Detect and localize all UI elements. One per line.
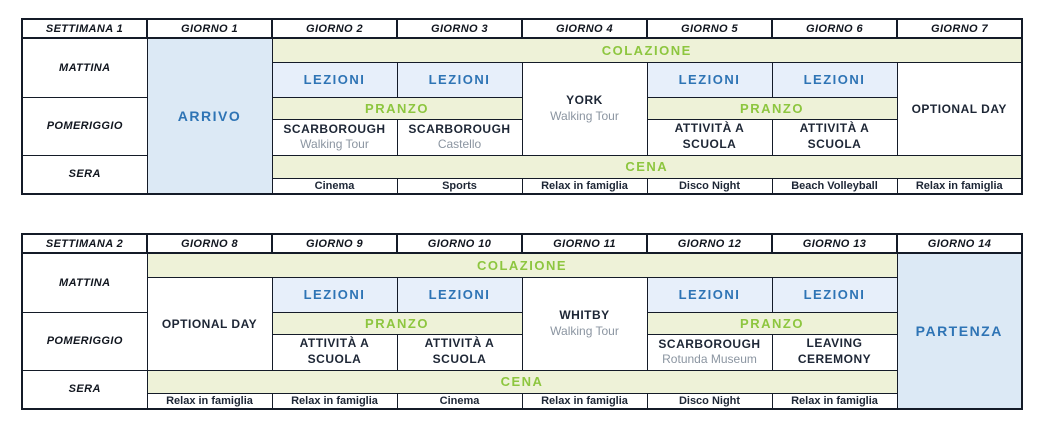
afternoon-activity-cell: LEAVING CEREMONY — [771, 333, 898, 371]
afternoon-activity-cell: ATTIVITÀ A SCUOLA — [271, 333, 398, 371]
activity-title: ATTIVITÀ A SCUOLA — [799, 121, 870, 151]
day-header: GIORNO 3 — [396, 18, 523, 39]
day-header: GIORNO 14 — [896, 233, 1023, 254]
day-header: GIORNO 1 — [146, 18, 273, 39]
time-row-label-evening: SERA — [21, 369, 148, 410]
lesson-cell: LEZIONI — [271, 61, 398, 98]
afternoon-activity-cell: SCARBOROUGH Rotunda Museum — [646, 333, 773, 371]
lesson-cell: LEZIONI — [646, 61, 773, 98]
breakfast-banner: COLAZIONE — [146, 252, 898, 278]
day-header: GIORNO 9 — [271, 233, 398, 254]
excursion-cell: YORK Walking Tour — [521, 61, 648, 156]
evening-activity-cell: Relax in famiglia — [521, 392, 648, 410]
excursion-title: WHITBY — [559, 308, 610, 323]
breakfast-banner: COLAZIONE — [271, 37, 1023, 63]
excursion-title: YORK — [566, 93, 603, 108]
optional-day-cell: OPTIONAL DAY — [896, 61, 1023, 156]
afternoon-activity-cell: SCARBOROUGH Castello — [396, 118, 523, 156]
day-header: GIORNO 11 — [521, 233, 648, 254]
lunch-banner: PRANZO — [646, 96, 898, 120]
day-header: GIORNO 6 — [771, 18, 898, 39]
dinner-banner: CENA — [271, 154, 1023, 179]
optional-day-cell: OPTIONAL DAY — [146, 276, 273, 371]
day-header: GIORNO 7 — [896, 18, 1023, 39]
week-2-table: SETTIMANA 2 GIORNO 8 GIORNO 9 GIORNO 10 … — [21, 233, 1023, 410]
day-header: GIORNO 8 — [146, 233, 273, 254]
departure-cell: PARTENZA — [896, 252, 1023, 410]
activity-subtitle: Walking Tour — [300, 137, 369, 152]
excursion-cell: WHITBY Walking Tour — [521, 276, 648, 371]
day-header: GIORNO 13 — [771, 233, 898, 254]
evening-activity-cell: Relax in famiglia — [146, 392, 273, 410]
lunch-banner: PRANZO — [271, 311, 523, 335]
activity-title: SCARBOROUGH — [658, 336, 761, 351]
time-row-label-afternoon: POMERIGGIO — [21, 96, 148, 156]
activity-subtitle: Castello — [437, 137, 482, 152]
dinner-banner: CENA — [146, 369, 898, 394]
evening-activity-cell: Disco Night — [646, 177, 773, 195]
week-title: SETTIMANA 2 — [21, 233, 148, 254]
evening-activity-cell: Disco Night — [646, 392, 773, 410]
evening-activity-cell: Relax in famiglia — [771, 392, 898, 410]
evening-activity-cell: Beach Volleyball — [771, 177, 898, 195]
lesson-cell: LEZIONI — [646, 276, 773, 313]
lesson-cell: LEZIONI — [771, 276, 898, 313]
lesson-cell: LEZIONI — [271, 276, 398, 313]
evening-activity-cell: Sports — [396, 177, 523, 195]
afternoon-activity-cell: ATTIVITÀ A SCUOLA — [771, 118, 898, 156]
activity-title: ATTIVITÀ A SCUOLA — [299, 336, 370, 366]
evening-activity-cell: Cinema — [271, 177, 398, 195]
excursion-subtitle: Walking Tour — [550, 323, 619, 338]
lunch-banner: PRANZO — [646, 311, 898, 335]
lesson-cell: LEZIONI — [771, 61, 898, 98]
activity-title: ATTIVITÀ A SCUOLA — [424, 336, 495, 366]
evening-activity-cell: Relax in famiglia — [521, 177, 648, 195]
activity-subtitle: Rotunda Museum — [662, 352, 757, 367]
time-row-label-morning: MATTINA — [21, 37, 148, 98]
day-header: GIORNO 10 — [396, 233, 523, 254]
afternoon-activity-cell: SCARBOROUGH Walking Tour — [271, 118, 398, 156]
time-row-label-morning: MATTINA — [21, 252, 148, 313]
evening-activity-cell: Relax in famiglia — [896, 177, 1023, 195]
activity-title: SCARBOROUGH — [408, 121, 511, 136]
day-header: GIORNO 2 — [271, 18, 398, 39]
arrival-cell: ARRIVO — [146, 37, 273, 195]
time-row-label-evening: SERA — [21, 154, 148, 195]
lesson-cell: LEZIONI — [396, 276, 523, 313]
week-title: SETTIMANA 1 — [21, 18, 148, 39]
activity-title: LEAVING CEREMONY — [797, 336, 872, 366]
activity-title: ATTIVITÀ A SCUOLA — [674, 121, 745, 151]
evening-activity-cell: Cinema — [396, 392, 523, 410]
day-header: GIORNO 5 — [646, 18, 773, 39]
activity-title: SCARBOROUGH — [283, 121, 386, 136]
time-row-label-afternoon: POMERIGGIO — [21, 311, 148, 371]
day-header: GIORNO 12 — [646, 233, 773, 254]
lunch-banner: PRANZO — [271, 96, 523, 120]
lesson-cell: LEZIONI — [396, 61, 523, 98]
evening-activity-cell: Relax in famiglia — [271, 392, 398, 410]
afternoon-activity-cell: ATTIVITÀ A SCUOLA — [396, 333, 523, 371]
day-header: GIORNO 4 — [521, 18, 648, 39]
week-1-table: SETTIMANA 1 GIORNO 1 GIORNO 2 GIORNO 3 G… — [21, 18, 1023, 195]
afternoon-activity-cell: ATTIVITÀ A SCUOLA — [646, 118, 773, 156]
excursion-subtitle: Walking Tour — [550, 108, 619, 123]
